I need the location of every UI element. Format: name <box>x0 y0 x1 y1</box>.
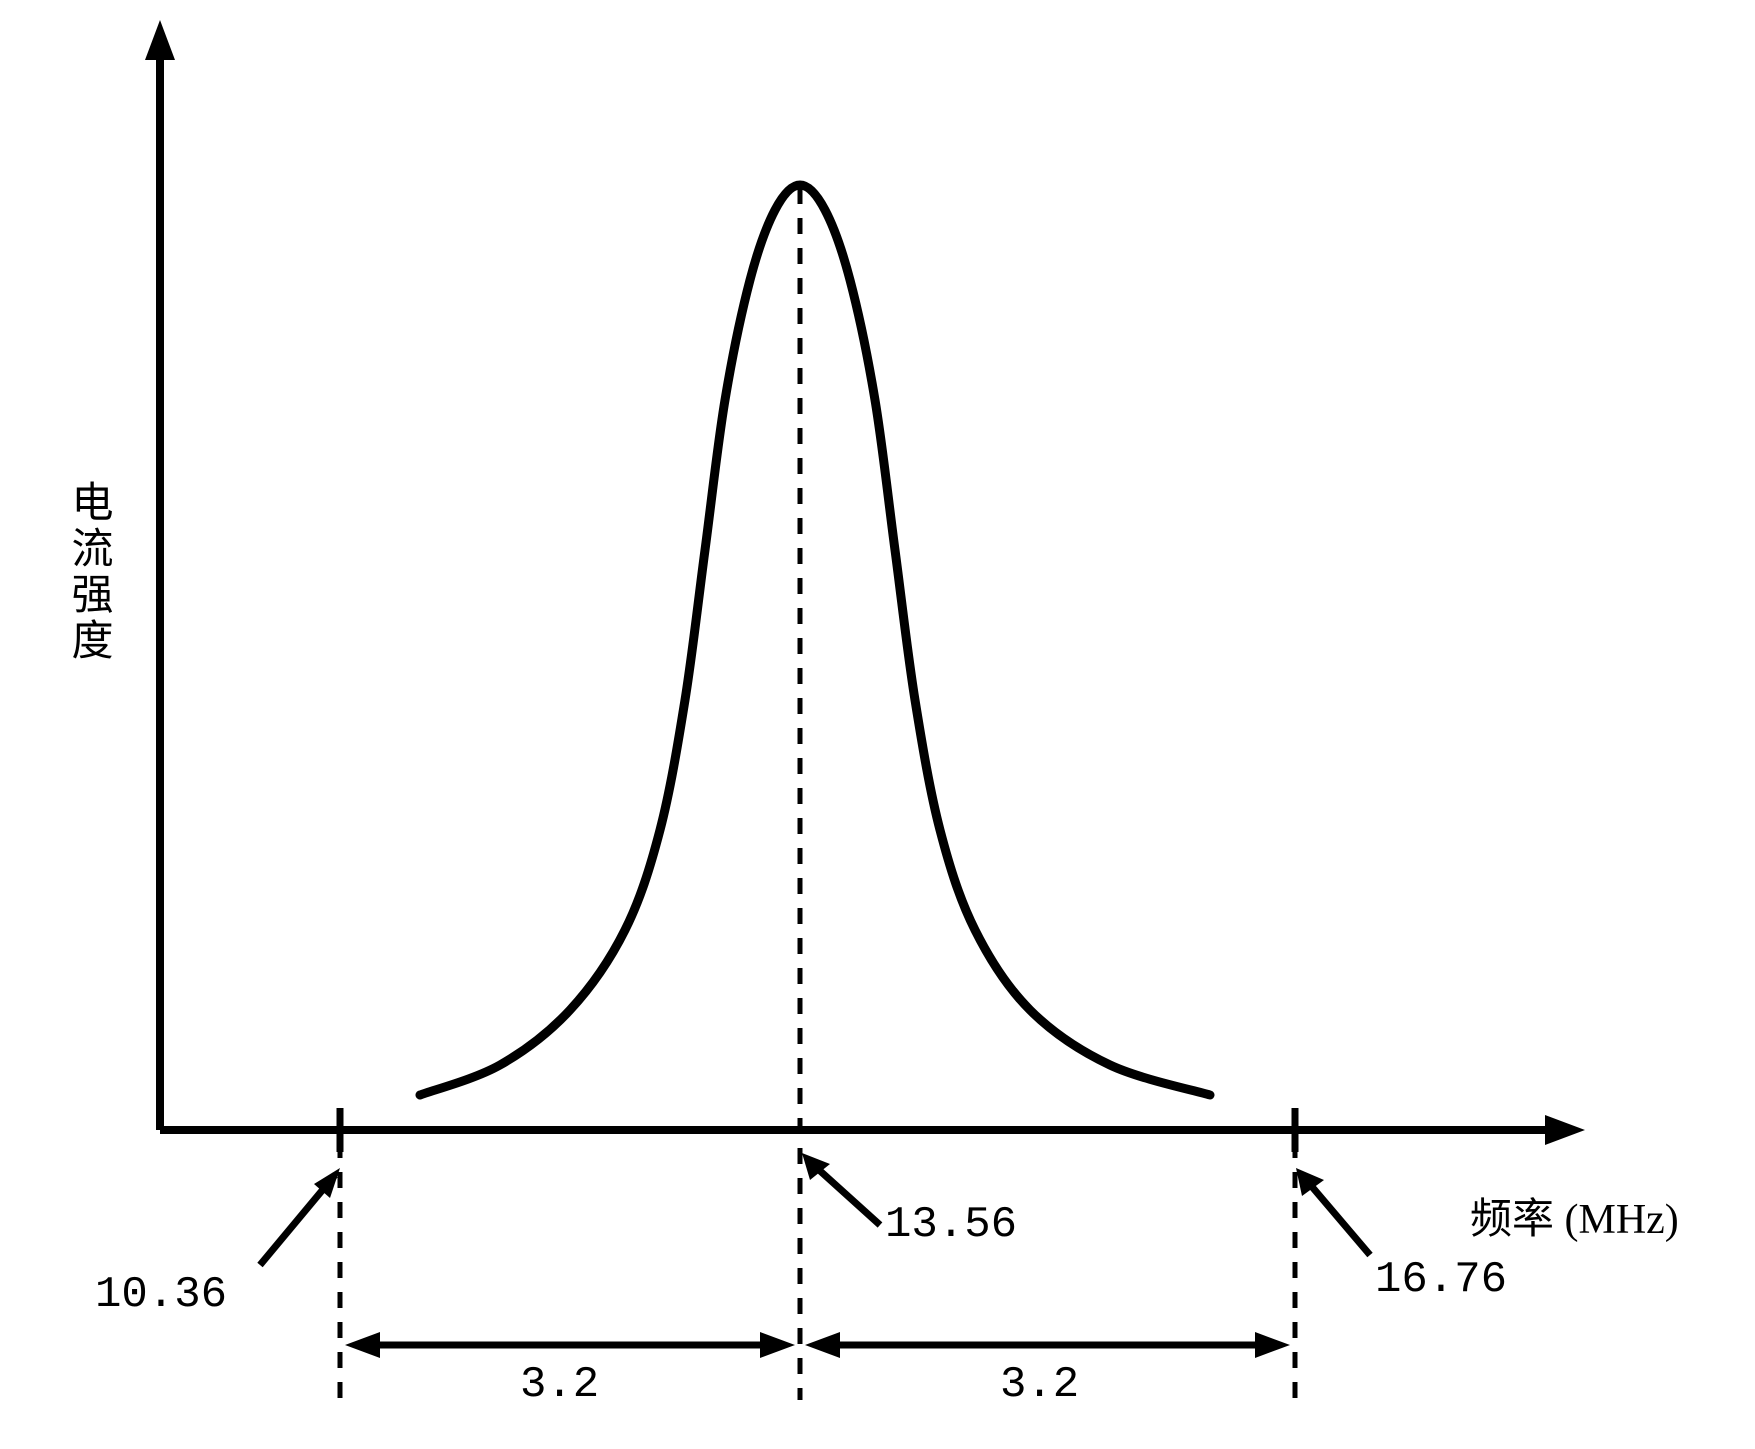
range-arrow-left-head-r <box>760 1332 795 1358</box>
tick-label-left: 10.36 <box>95 1270 227 1320</box>
y-axis-arrow <box>145 20 175 60</box>
resonance-curve <box>420 185 1210 1095</box>
range-arrow-right-head-r <box>1255 1332 1290 1358</box>
range-label-right: 3.2 <box>1000 1360 1079 1410</box>
tick-label-right: 16.76 <box>1375 1255 1507 1305</box>
x-axis-arrow <box>1545 1115 1585 1145</box>
range-label-left: 3.2 <box>520 1360 599 1410</box>
y-axis-label: 电流强度 <box>58 480 119 664</box>
range-arrow-left-head-l <box>345 1332 380 1358</box>
tick-label-center: 13.56 <box>885 1200 1017 1250</box>
resonance-chart: 电流强度 频率 (MHz) 10.36 13.56 16.76 3.2 3.2 <box>0 0 1755 1449</box>
range-arrow-right-head-l <box>805 1332 840 1358</box>
x-axis-label: 频率 (MHz) <box>1470 1185 1679 1246</box>
